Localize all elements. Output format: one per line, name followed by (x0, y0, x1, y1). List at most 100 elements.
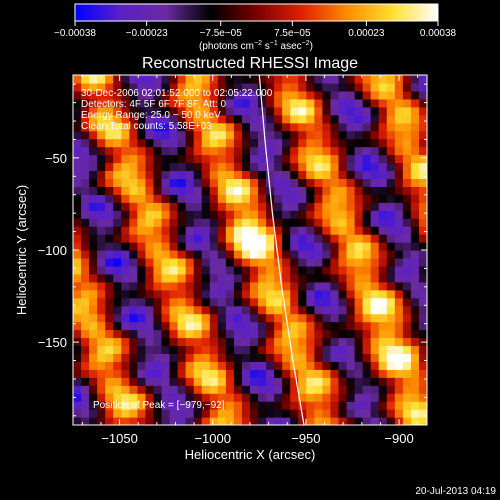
heatmap-cell (81, 305, 90, 315)
heatmap-cell (266, 202, 275, 211)
heatmap-cell (209, 369, 219, 378)
heatmap-cell (330, 98, 340, 108)
heatmap-cell (209, 242, 219, 251)
heatmap-cell (153, 234, 163, 243)
heatmap-cell (362, 401, 372, 410)
heatmap-cell (201, 242, 211, 251)
heatmap-cell (233, 226, 243, 235)
heatmap-cell (346, 226, 356, 235)
heatmap-cell (105, 75, 114, 84)
heatmap-cell (378, 226, 388, 235)
heatmap-cell (362, 265, 372, 275)
heatmap-cell (362, 106, 372, 116)
heatmap-cell (410, 162, 420, 172)
heatmap-cell (137, 273, 147, 283)
heatmap-cell (137, 289, 147, 299)
heatmap-cell (314, 369, 324, 378)
heatmap-cell (185, 353, 195, 362)
heatmap-cell (225, 114, 235, 124)
heatmap-cell (386, 257, 396, 267)
heatmap-cell (129, 202, 138, 211)
heatmap-cell (402, 273, 412, 283)
heatmap-cell (378, 305, 388, 315)
heatmap-cell (402, 361, 412, 370)
heatmap-cell (370, 250, 380, 259)
heatmap-cell (362, 138, 372, 148)
heatmap-cell (121, 321, 130, 331)
heatmap-cell (121, 329, 130, 339)
heatmap-cell (410, 242, 420, 251)
heatmap-cell (185, 114, 195, 124)
heatmap-cell (250, 226, 259, 235)
heatmap-cell (290, 218, 299, 227)
heatmap-cell (330, 289, 340, 299)
heatmap-cell (290, 353, 299, 362)
heatmap-cell (81, 106, 90, 116)
heatmap-cell (282, 289, 291, 299)
heatmap-cell (370, 82, 380, 92)
heatmap-cell (209, 401, 219, 410)
heatmap-cell (314, 98, 324, 108)
heatmap-cell (217, 178, 227, 187)
heatmap-cell (274, 98, 283, 108)
heatmap-cell (378, 361, 388, 370)
heatmap-cell (233, 281, 243, 291)
heatmap-cell (105, 273, 114, 283)
heatmap-cell (346, 154, 356, 164)
heatmap-cell (346, 122, 356, 132)
heatmap-cell (81, 234, 90, 243)
heatmap-cell (386, 377, 396, 386)
heatmap-cell (81, 393, 90, 402)
heatmap-cell (201, 321, 211, 331)
heatmap-cell (378, 178, 388, 187)
heatmap-cell (73, 218, 82, 227)
heatmap-cell (418, 329, 427, 339)
heatmap-cell (282, 329, 291, 339)
heatmap-cell (177, 98, 187, 108)
heatmap-cell (338, 218, 348, 227)
heatmap-cell (105, 242, 114, 251)
heatmap-cell (266, 377, 275, 386)
colorbar-tick-label: −7.5e−05 (200, 28, 243, 39)
annotation-peak-position: Position of Peak = [−979,−92] (93, 400, 225, 411)
heatmap-cell (193, 218, 203, 227)
heatmap-cell (394, 361, 404, 370)
heatmap-cell (354, 361, 364, 370)
heatmap-cell (282, 369, 291, 378)
heatmap-cell (274, 337, 283, 347)
heatmap-cell (105, 265, 114, 275)
heatmap-cell (298, 122, 307, 132)
heatmap-cell (225, 154, 235, 164)
heatmap-cell (346, 114, 356, 124)
heatmap-cell (322, 162, 332, 172)
heatmap-cell (105, 170, 114, 180)
heatmap-cell (233, 337, 243, 347)
heatmap-cell (410, 210, 420, 219)
heatmap-cell (105, 114, 114, 124)
heatmap-cell (177, 305, 187, 315)
heatmap-cell (330, 273, 340, 283)
heatmap-cell (145, 297, 155, 307)
heatmap-cell (370, 257, 380, 267)
heatmap-cell (314, 273, 324, 283)
heatmap-cell (274, 369, 283, 378)
heatmap-cell (290, 226, 299, 235)
heatmap-cell (201, 226, 211, 235)
heatmap-cell (233, 82, 243, 92)
heatmap-cell (282, 393, 291, 402)
heatmap-cell (113, 234, 122, 243)
heatmap-cell (217, 186, 227, 195)
heatmap-cell (314, 114, 324, 124)
heatmap-cell (209, 162, 219, 172)
heatmap-cell (185, 313, 195, 323)
heatmap-cell (193, 138, 203, 148)
heatmap-cell (282, 138, 291, 148)
heatmap-cell (137, 257, 147, 267)
heatmap-cell (137, 305, 147, 315)
heatmap-cell (217, 90, 227, 100)
heatmap-cell (386, 361, 396, 370)
heatmap-cell (282, 106, 291, 116)
heatmap-cell (314, 90, 324, 100)
heatmap-cell (378, 234, 388, 243)
heatmap-cell (298, 250, 307, 259)
